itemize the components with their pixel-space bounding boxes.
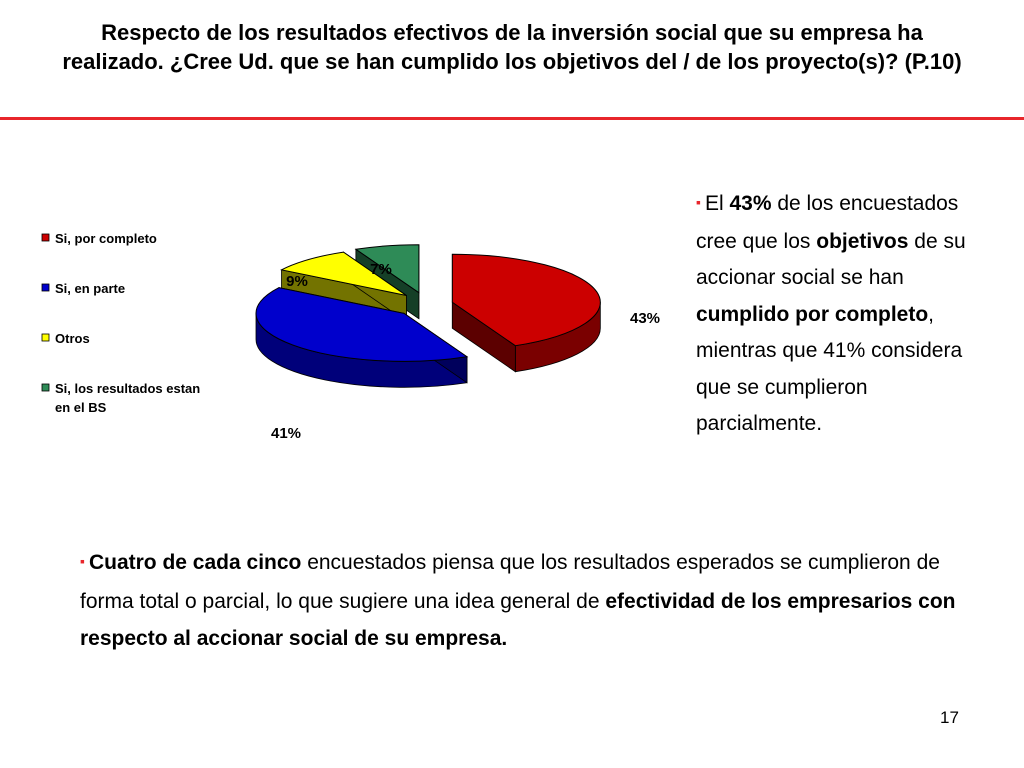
pie-slices: [255, 244, 601, 388]
pie-slice-2: [255, 287, 469, 388]
bullet-icon: ▪: [80, 553, 85, 569]
slide-title: Respecto de los resultados efectivos de …: [62, 20, 962, 74]
legend-label-1: Si, por completo: [55, 231, 157, 246]
slice-label-1: 43%: [630, 310, 660, 327]
legend-label-4: en el BS: [55, 400, 107, 415]
page-number: 17: [940, 708, 959, 727]
pie-chart: Si, por completo Si, en parte Otros Si, los…: [41, 231, 660, 442]
slice-label-3: 9%: [286, 273, 308, 290]
slice-label-2: 41%: [271, 425, 301, 442]
slice-value-labels: 43% 41% 9% 7%: [271, 261, 660, 442]
legend-label-2: Si, en parte: [55, 281, 125, 296]
bottom-commentary: ▪ Cuatro de cada cinco encuestados piensa…: [80, 551, 956, 650]
legend-swatch-2: [41, 283, 50, 292]
legend-label-3: Otros: [55, 331, 90, 346]
slice-label-4: 7%: [370, 261, 392, 278]
chart-legend: Si, por completo Si, en parte Otros Si, los…: [41, 231, 200, 415]
legend-swatch-4: [41, 383, 50, 392]
side-commentary: ▪ El 43% de los encuestados cree que los …: [696, 192, 966, 435]
pie-slice-1: [451, 253, 601, 373]
legend-swatch-3: [41, 333, 50, 342]
bullet-icon: ▪: [696, 194, 701, 210]
legend-swatch-1: [41, 233, 50, 242]
title-divider: [0, 117, 1024, 120]
legend-label-4: Si, los resultados estan: [55, 381, 200, 396]
